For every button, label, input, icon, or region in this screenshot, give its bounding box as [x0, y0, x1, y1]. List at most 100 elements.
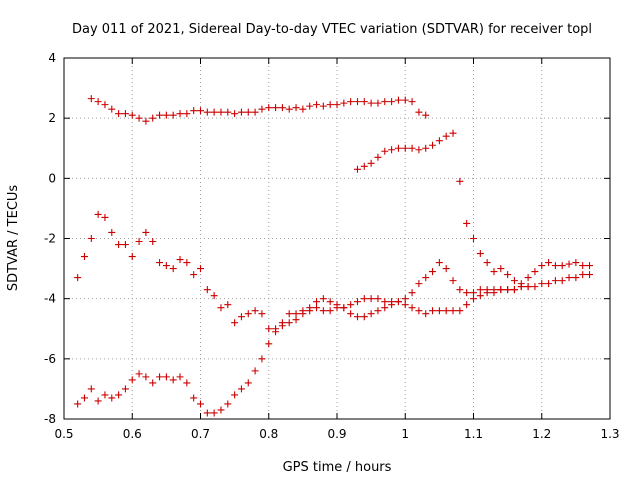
- data-point: [340, 99, 348, 107]
- data-point: [497, 286, 505, 294]
- x-tick-label: 0.8: [259, 427, 278, 441]
- data-point: [531, 268, 539, 276]
- data-point: [449, 129, 457, 137]
- data-point: [231, 319, 239, 327]
- data-point: [545, 259, 553, 267]
- data-point: [313, 304, 321, 312]
- data-point: [381, 147, 389, 155]
- data-point: [394, 144, 402, 152]
- data-point: [401, 295, 409, 303]
- series-track-middle: [74, 210, 594, 336]
- data-point: [108, 228, 116, 236]
- data-point: [190, 394, 198, 402]
- data-point: [586, 271, 594, 279]
- data-point: [210, 409, 218, 417]
- data-point: [415, 307, 423, 315]
- data-point: [388, 98, 396, 106]
- data-point: [442, 132, 450, 140]
- data-point: [347, 301, 355, 309]
- data-point: [333, 101, 341, 109]
- data-point: [258, 105, 266, 113]
- data-point: [374, 295, 382, 303]
- data-point: [237, 313, 245, 321]
- data-point: [80, 394, 88, 402]
- data-point: [278, 322, 286, 330]
- data-point: [162, 373, 170, 381]
- data-point: [353, 298, 361, 306]
- plot-frame: [63, 57, 611, 420]
- data-point: [572, 259, 580, 267]
- data-point: [299, 105, 307, 113]
- data-point: [381, 98, 389, 106]
- y-tick-label: -4: [44, 292, 56, 306]
- y-tick-label: -6: [44, 352, 56, 366]
- data-point: [463, 301, 471, 309]
- data-point: [115, 110, 123, 118]
- data-point: [476, 286, 484, 294]
- x-tick-label: 0.9: [327, 427, 346, 441]
- data-point: [442, 265, 450, 273]
- data-point: [408, 98, 416, 106]
- data-point: [135, 114, 143, 122]
- data-point: [456, 286, 464, 294]
- data-point: [94, 210, 102, 218]
- data-point: [558, 277, 566, 285]
- data-point: [429, 307, 437, 315]
- data-point: [306, 304, 314, 312]
- data-point: [531, 283, 539, 291]
- data-point: [517, 283, 525, 291]
- data-point: [388, 146, 396, 154]
- data-point: [244, 108, 252, 116]
- data-point: [169, 111, 177, 119]
- data-point: [422, 111, 430, 119]
- data-point: [156, 111, 164, 119]
- data-point: [470, 289, 477, 297]
- data-point: [394, 298, 402, 306]
- data-point: [408, 304, 416, 312]
- data-point: [80, 253, 88, 261]
- data-point: [504, 286, 512, 294]
- data-points: [74, 95, 594, 417]
- data-point: [586, 262, 594, 270]
- data-point: [319, 307, 327, 315]
- data-point: [579, 271, 587, 279]
- data-point: [265, 104, 273, 112]
- data-point: [244, 379, 252, 387]
- data-point: [183, 379, 191, 387]
- x-tick-label: 0.6: [123, 427, 142, 441]
- data-point: [237, 385, 245, 393]
- y-axis-label: SDTVAR / TECUs: [6, 185, 21, 292]
- data-point: [463, 289, 471, 297]
- data-point: [231, 391, 239, 399]
- data-point: [251, 307, 259, 315]
- data-point: [210, 108, 218, 116]
- data-point: [353, 313, 361, 321]
- data-point: [401, 144, 409, 152]
- data-point: [87, 385, 95, 393]
- data-point: [558, 262, 566, 270]
- data-point: [476, 250, 484, 258]
- data-point: [176, 110, 184, 118]
- data-point: [217, 108, 225, 116]
- data-point: [551, 262, 559, 270]
- data-point: [401, 96, 409, 104]
- data-point: [128, 376, 136, 384]
- data-point: [278, 104, 286, 112]
- data-point: [422, 144, 430, 152]
- data-point: [299, 310, 307, 318]
- data-point: [74, 400, 82, 408]
- data-point: [565, 274, 573, 282]
- data-point: [128, 253, 136, 261]
- data-point: [149, 238, 157, 246]
- data-point: [353, 165, 361, 173]
- data-point: [108, 105, 116, 113]
- data-point: [504, 271, 512, 279]
- data-point: [87, 95, 95, 103]
- data-point: [217, 406, 225, 414]
- series-track-lower: [74, 259, 532, 417]
- data-point: [347, 310, 355, 318]
- data-point: [333, 301, 341, 309]
- y-tick-label: 2: [48, 111, 56, 125]
- data-point: [449, 307, 457, 315]
